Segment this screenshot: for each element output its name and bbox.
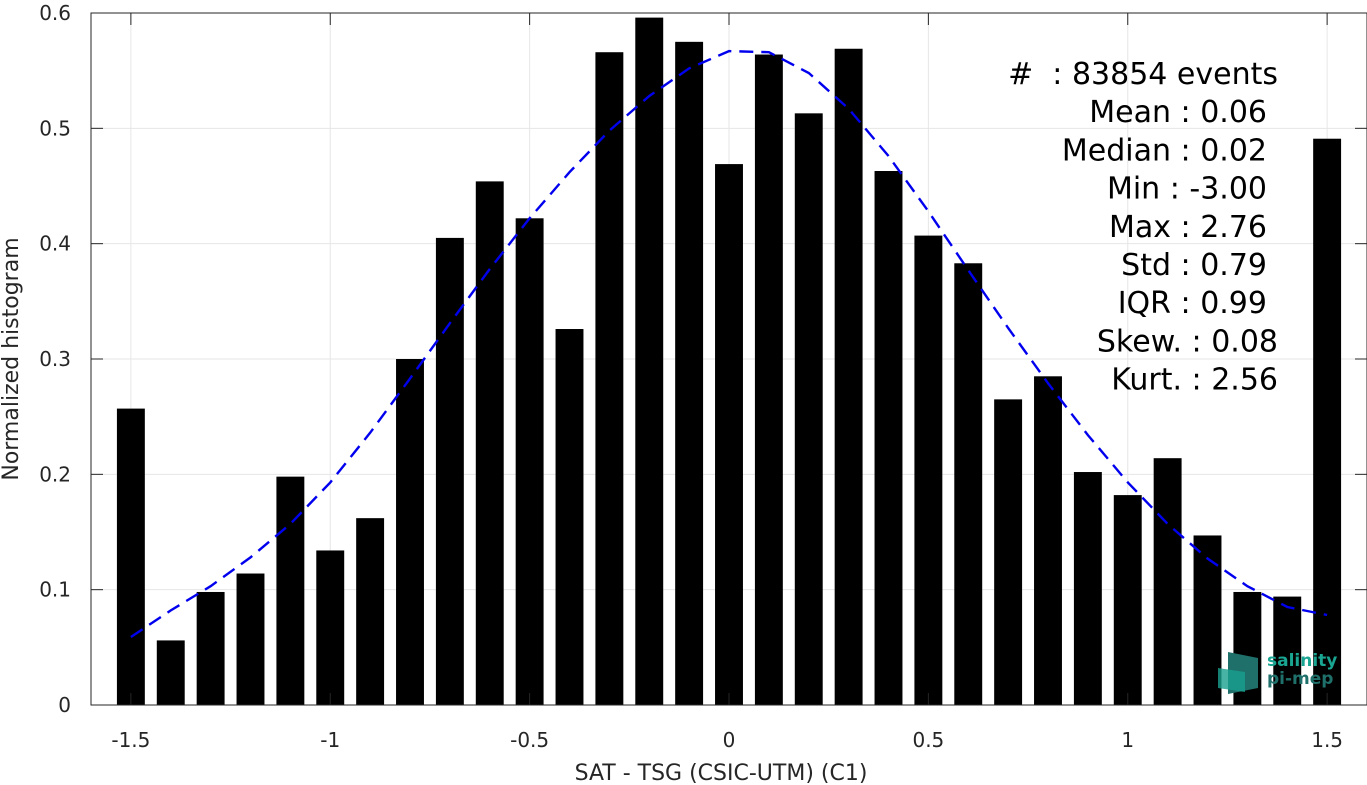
logo-line1: salinity: [1267, 651, 1337, 671]
bar: [1153, 458, 1182, 705]
bar: [1313, 138, 1342, 706]
x-tick-label: -1: [320, 728, 340, 752]
bar: [595, 52, 624, 706]
x-tick-label: 1: [1121, 728, 1134, 752]
y-tick-label: 0.1: [39, 578, 71, 602]
bar: [156, 640, 185, 705]
stat-line: IQR : 0.99: [1118, 286, 1267, 321]
normal-fit-curve: [130, 49, 1328, 638]
axis-ticks: -1.5 -1 -0.5 0 0.5 1 1.5 0 0.1 0.2 0.3 0.4 0.5 0.6: [39, 1, 1367, 752]
bar: [635, 17, 664, 705]
bar: [1034, 376, 1062, 705]
logo-mark-icon-facet: [1218, 668, 1245, 692]
x-tick-label: 1.5: [1311, 728, 1343, 752]
x-tick-label: 0: [723, 728, 736, 752]
bar: [116, 408, 145, 705]
bar: [196, 591, 225, 705]
stat-line: Max : 2.76: [1109, 210, 1267, 245]
bar: [555, 329, 584, 705]
bar: [316, 550, 345, 705]
stat-line: Kurt. : 2.56: [1111, 363, 1278, 398]
y-tick-label: 0.3: [39, 347, 71, 371]
stat-line: Skew. : 0.08: [1097, 324, 1278, 359]
bar: [794, 113, 823, 706]
bar: [475, 181, 504, 706]
bar: [396, 359, 424, 705]
bar: [994, 399, 1023, 705]
stat-line: Median : 0.02: [1062, 133, 1267, 168]
x-tick-label: -0.5: [510, 728, 549, 752]
bar: [675, 41, 704, 706]
bar: [874, 171, 903, 706]
bars: [116, 17, 1342, 706]
y-tick-label: 0.2: [39, 462, 71, 486]
bar: [1073, 472, 1102, 705]
y-tick-label: 0.5: [39, 116, 71, 140]
bar: [1193, 535, 1222, 705]
stat-line: Min : -3.00: [1107, 172, 1267, 207]
stat-line: # : 83854 events: [1008, 57, 1278, 92]
bar: [1273, 596, 1302, 705]
bar: [1113, 495, 1142, 705]
y-axis-label: Normalized histogram: [0, 237, 24, 480]
bar: [276, 476, 305, 705]
x-axis-label: SAT - TSG (CSIC-UTM) (C1): [575, 761, 868, 785]
x-tick-label: 0.5: [912, 728, 944, 752]
bar: [515, 218, 544, 705]
bar: [914, 235, 943, 706]
bar: [435, 237, 464, 705]
bar: [715, 164, 743, 705]
bar: [754, 54, 783, 705]
stat-line: Mean : 0.06: [1089, 95, 1267, 130]
bar: [834, 48, 863, 705]
salinity-pimep-logo: salinity pi-mep: [1218, 651, 1337, 694]
logo-line2: pi-mep: [1267, 669, 1333, 689]
x-tick-label: -1.5: [111, 728, 150, 752]
stat-line: Std : 0.79: [1121, 248, 1267, 283]
y-tick-label: 0.6: [39, 1, 71, 25]
y-tick-label: 0: [58, 693, 71, 717]
bar: [236, 573, 265, 705]
bar: [954, 263, 983, 705]
y-tick-label: 0.4: [39, 232, 71, 256]
bar: [356, 518, 385, 705]
